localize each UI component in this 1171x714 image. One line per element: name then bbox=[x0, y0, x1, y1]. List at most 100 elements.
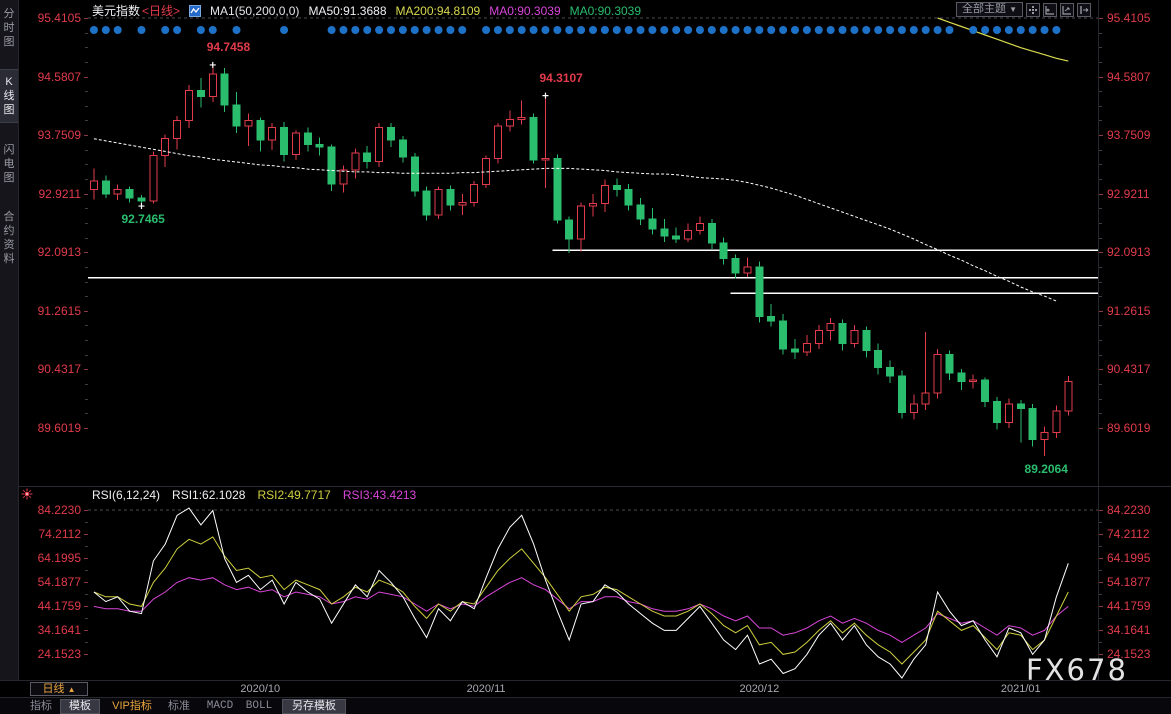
axis-tick bbox=[84, 534, 88, 535]
axis-tick bbox=[85, 641, 88, 643]
axis-tick bbox=[1099, 325, 1102, 327]
rsi3-line bbox=[93, 577, 1069, 643]
axis-tick bbox=[85, 413, 88, 415]
toolbar-item-standard[interactable]: 标准 bbox=[168, 700, 190, 712]
price-annotation: 89.2064 bbox=[1024, 461, 1068, 476]
axis-tick bbox=[1099, 105, 1102, 107]
axis-tick bbox=[1099, 605, 1103, 607]
rsi-formula-label: RSI(6,12,24) bbox=[92, 488, 161, 502]
indicator-settings-icon[interactable] bbox=[21, 488, 33, 500]
axis-tick bbox=[84, 252, 88, 254]
axis-tick bbox=[1099, 413, 1102, 415]
rsi-chart-canvas[interactable] bbox=[88, 487, 1098, 680]
chevron-down-icon: ▼ bbox=[1009, 5, 1017, 14]
axis-tick bbox=[1099, 384, 1102, 386]
axis-tick bbox=[84, 135, 88, 137]
axis-tick bbox=[1099, 296, 1102, 298]
main-chart-canvas[interactable] bbox=[88, 0, 1098, 486]
rsi-scale-label: 44.1759 bbox=[1107, 598, 1151, 613]
pan-button[interactable] bbox=[1025, 2, 1040, 17]
axis-tick bbox=[85, 91, 88, 93]
axis-tick bbox=[1099, 208, 1102, 210]
toolbar-item-indicator[interactable]: 指标 bbox=[30, 700, 52, 712]
axis-tick bbox=[84, 629, 88, 631]
axis-tick bbox=[85, 617, 88, 619]
toolbar-item-template[interactable]: 模板 bbox=[60, 699, 100, 714]
axis-tick bbox=[85, 237, 88, 239]
axis-tick bbox=[1099, 653, 1103, 655]
price-label: 94.5807 bbox=[1107, 69, 1151, 84]
axis-tick bbox=[1099, 91, 1102, 93]
rsi1-line bbox=[93, 507, 1069, 679]
price-label: 93.7509 bbox=[37, 128, 81, 143]
axis-tick bbox=[85, 266, 88, 268]
price-annotation: 94.7458 bbox=[206, 39, 251, 54]
axis-tick bbox=[1099, 557, 1103, 559]
horizontal-trendlines bbox=[88, 249, 1098, 294]
price-label: 94.5807 bbox=[37, 69, 81, 84]
axis-tick bbox=[85, 105, 88, 107]
axis-tick bbox=[85, 149, 88, 151]
rsi-scale-label: 54.1877 bbox=[1107, 574, 1151, 589]
ma50-value-label: MA50:91.3688 bbox=[308, 3, 387, 18]
time-axis-row: 日线 ▲ 2020/10 2020/11 2020/12 2021/01 bbox=[0, 680, 1171, 697]
chart-legend: 美元指数 <日线> MA1(50,200,0,0) MA50:91.3688 M… bbox=[92, 2, 641, 19]
sidebar-item-0[interactable]: 分 时 图 bbox=[3, 8, 15, 48]
axis-tick bbox=[84, 310, 88, 312]
axis-tick bbox=[84, 428, 88, 429]
rsi-scale-label: 34.1641 bbox=[37, 622, 81, 637]
axis-tick bbox=[85, 340, 88, 342]
sidebar-item-3[interactable]: 合 约 资 料 bbox=[3, 211, 15, 265]
rsi-scale-label: 54.1877 bbox=[37, 574, 81, 589]
axis-tick bbox=[1099, 534, 1103, 535]
shift-right-button[interactable] bbox=[1076, 2, 1091, 17]
axis-tick bbox=[1099, 310, 1103, 312]
toolbar-item-boll[interactable]: BOLL bbox=[245, 700, 273, 712]
axis-tick bbox=[85, 222, 88, 224]
axis-tick bbox=[1099, 120, 1102, 122]
toolbar-item-save-template[interactable]: 另存模板 bbox=[282, 699, 346, 714]
rsi2-value-label: RSI2:49.7717 bbox=[257, 488, 331, 502]
price-label: 90.4317 bbox=[1107, 362, 1151, 377]
axis-tick bbox=[85, 164, 88, 166]
axis-tick bbox=[85, 546, 88, 547]
date-label: 2020/10 bbox=[240, 683, 281, 695]
price-label: 92.9211 bbox=[38, 186, 82, 201]
date-label: 2021/01 bbox=[1000, 683, 1041, 695]
axis-tick bbox=[85, 179, 88, 181]
sidebar-item-2[interactable]: 闪 电 图 bbox=[3, 144, 15, 184]
axis-tick bbox=[1099, 281, 1102, 283]
axis-tick bbox=[1099, 164, 1102, 166]
axis-tick bbox=[1099, 617, 1102, 619]
axis-tick bbox=[1099, 546, 1102, 547]
panel-divider[interactable] bbox=[19, 486, 1171, 487]
news-event-dots[interactable] bbox=[89, 26, 1061, 34]
period-selector[interactable]: 日线 ▲ bbox=[30, 682, 88, 696]
axis-tick bbox=[84, 653, 88, 655]
fit-vertical-button[interactable] bbox=[1059, 2, 1074, 17]
axis-tick bbox=[1099, 222, 1102, 224]
right-price-axis: 95.4105 94.5807 93.7509 92.9211 92.0913 91.26… bbox=[1098, 0, 1171, 680]
pan-icon bbox=[1028, 5, 1037, 14]
theme-dropdown-button[interactable]: 全部主题 ▼ bbox=[956, 2, 1023, 17]
fit-horizontal-button[interactable] bbox=[1042, 2, 1057, 17]
rsi-scale-label: 84.2230 bbox=[37, 503, 81, 517]
rsi2-line bbox=[93, 536, 1069, 665]
symbol-name: 美元指数 bbox=[92, 4, 141, 18]
axis-tick bbox=[85, 281, 88, 283]
price-annotation: 94.3107 bbox=[539, 70, 583, 85]
theme-dropdown-label: 全部主题 bbox=[962, 3, 1006, 15]
top-right-controls: 全部主题 ▼ bbox=[956, 2, 1091, 17]
price-label: 95.4105 bbox=[37, 11, 81, 25]
toolbar-item-macd[interactable]: MACD bbox=[206, 700, 234, 712]
ma0-value-label-2: MA0:90.3039 bbox=[569, 3, 642, 18]
axis-tick bbox=[1099, 593, 1102, 595]
axis-tick bbox=[84, 193, 88, 195]
period-tag: <日线> bbox=[142, 4, 181, 18]
candlestick-series bbox=[89, 64, 1073, 456]
plot-area[interactable] bbox=[88, 0, 1098, 680]
toolbar-item-vip-indicator[interactable]: VIP指标 bbox=[112, 700, 152, 712]
axis-tick bbox=[1099, 369, 1103, 371]
sidebar-item-1[interactable]: K 线 图 bbox=[0, 69, 18, 123]
axis-tick bbox=[1099, 569, 1102, 571]
